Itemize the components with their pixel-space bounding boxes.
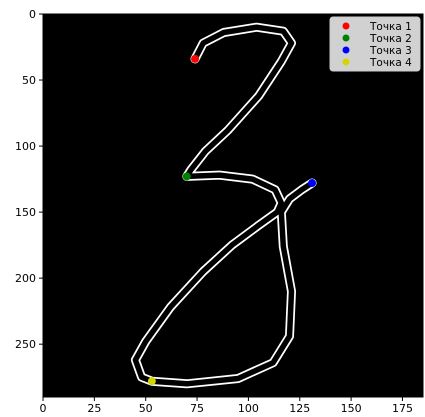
legend-label: Точка 2 bbox=[369, 33, 412, 45]
legend-label: Точка 1 bbox=[369, 21, 412, 33]
point-2-marker bbox=[182, 172, 191, 181]
legend-label: Точка 3 bbox=[369, 45, 412, 57]
axes-layer: 0 25 50 75 100 125 150 175 0 50 100 150 200 250 bbox=[15, 8, 424, 415]
x-tick-label: 75 bbox=[190, 402, 204, 415]
y-tick-label: 250 bbox=[15, 338, 36, 351]
x-tick-label: 25 bbox=[87, 402, 101, 415]
y-tick-label: 0 bbox=[29, 8, 36, 21]
legend-label: Точка 4 bbox=[369, 57, 412, 69]
y-tick-label: 200 bbox=[15, 272, 36, 285]
point-4-marker bbox=[147, 377, 156, 386]
x-tick-label: 100 bbox=[238, 402, 259, 415]
point-3-marker bbox=[308, 179, 317, 188]
legend-box bbox=[329, 16, 421, 72]
legend-marker bbox=[342, 58, 350, 66]
glyph-layer bbox=[130, 22, 317, 389]
glyph-stroke-inner bbox=[132, 24, 315, 387]
plot-frame bbox=[42, 13, 424, 398]
y-tick-label: 150 bbox=[15, 206, 36, 219]
y-tick-label: 100 bbox=[15, 140, 36, 153]
x-tick-label: 150 bbox=[341, 402, 362, 415]
legend-marker bbox=[342, 46, 350, 54]
x-tick-label: 0 bbox=[40, 402, 47, 415]
point-1-marker bbox=[191, 54, 199, 63]
x-tick-label: 175 bbox=[392, 402, 413, 415]
y-tick-label: 50 bbox=[22, 74, 36, 87]
marks-layer bbox=[147, 54, 317, 386]
x-tick-label: 50 bbox=[139, 402, 153, 415]
legend-marker bbox=[342, 34, 350, 42]
x-tick-label: 125 bbox=[289, 402, 310, 415]
legend-marker bbox=[342, 22, 350, 30]
plot-background bbox=[43, 14, 423, 397]
